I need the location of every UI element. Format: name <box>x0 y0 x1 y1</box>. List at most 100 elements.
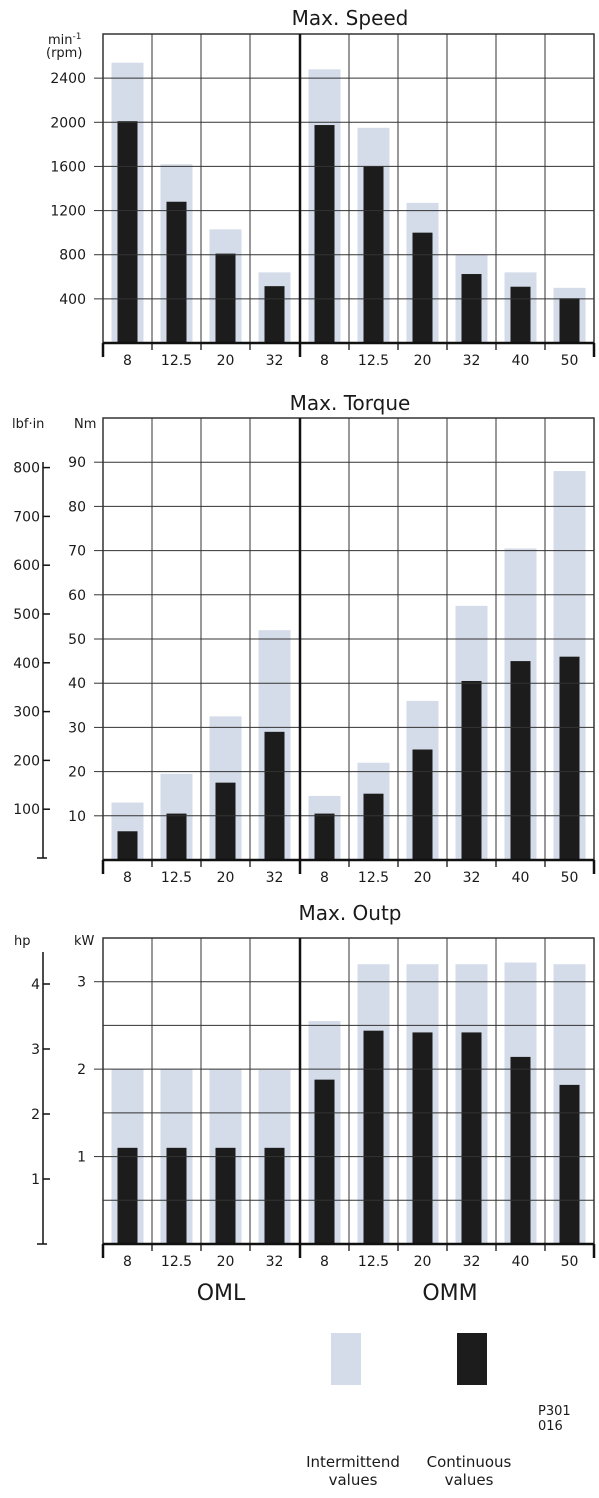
x-tick-label: 32 <box>266 870 284 886</box>
y-axis-unit-label-2: kW <box>74 934 95 949</box>
bar-continuous-OMM-40 <box>510 1056 531 1244</box>
y-tick-label: 400 <box>59 292 86 308</box>
bar-continuous-OMM-8 <box>314 1079 335 1244</box>
bar-continuous-OML-20 <box>215 253 236 343</box>
secondary-tick-label: 3 <box>31 1042 40 1058</box>
x-tick-label: 20 <box>217 870 235 886</box>
secondary-tick-label: 400 <box>13 656 40 672</box>
secondary-tick-label: 300 <box>13 705 40 721</box>
x-tick-label: 20 <box>414 870 432 886</box>
bar-continuous-OMM-20 <box>412 749 433 860</box>
legend-intermittent-line2: values <box>328 1471 378 1489</box>
bar-continuous-OMM-8 <box>314 813 335 860</box>
x-tick-label: 8 <box>320 1254 329 1270</box>
y-tick-label: 10 <box>68 809 86 825</box>
y-tick-label: 2000 <box>50 115 86 131</box>
x-tick-label: 20 <box>217 1254 235 1270</box>
y-tick-label: 20 <box>68 765 86 781</box>
y-tick-label: 1600 <box>50 159 86 175</box>
x-tick-label: 8 <box>320 353 329 369</box>
bar-continuous-OMM-40 <box>510 286 531 343</box>
legend-swatch-continuous <box>457 1333 487 1385</box>
y-axis-unit-label-1: Nm <box>74 417 96 432</box>
x-tick-label: 12.5 <box>161 1254 192 1270</box>
secondary-tick-label: 700 <box>13 509 40 525</box>
bar-continuous-OMM-12.5 <box>363 793 384 860</box>
bar-continuous-OMM-50 <box>559 1084 580 1244</box>
x-tick-label: 8 <box>123 870 132 886</box>
y-tick-label: 1200 <box>50 204 86 220</box>
bar-continuous-OMM-32 <box>461 274 482 343</box>
x-tick-label: 12.5 <box>358 353 389 369</box>
legend-intermittent-line1: Intermittend <box>306 1453 400 1471</box>
x-tick-label: 50 <box>561 353 579 369</box>
x-tick-label: 50 <box>561 870 579 886</box>
bar-continuous-OML-32 <box>264 731 285 860</box>
bar-continuous-OMM-12.5 <box>363 1030 384 1244</box>
x-tick-label: 8 <box>123 353 132 369</box>
bar-continuous-OML-8 <box>117 121 138 343</box>
y-tick-label: 3 <box>77 975 86 991</box>
y-tick-label: 1 <box>77 1150 86 1166</box>
bar-continuous-OMM-20 <box>412 1032 433 1244</box>
bar-continuous-OML-32 <box>264 1147 285 1244</box>
x-tick-label: 8 <box>123 1254 132 1270</box>
y-tick-label: 70 <box>68 544 86 560</box>
group-label-omm: OMM <box>422 1281 477 1306</box>
y-axis-unit-label: min-1 <box>48 32 82 48</box>
x-tick-label: 20 <box>414 1254 432 1270</box>
secondary-axis-unit-label-1: lbf·in <box>12 417 44 432</box>
bar-continuous-OML-12.5 <box>166 1147 187 1244</box>
x-tick-label: 12.5 <box>161 353 192 369</box>
bar-continuous-OML-20 <box>215 1147 236 1244</box>
bar-continuous-OML-12.5 <box>166 201 187 343</box>
legend-swatch-intermittent <box>331 1333 361 1385</box>
bar-continuous-OML-12.5 <box>166 813 187 860</box>
x-tick-label: 50 <box>561 1254 579 1270</box>
secondary-tick-label: 500 <box>13 607 40 623</box>
y-axis-unit-label-2: (rpm) <box>46 46 82 61</box>
y-tick-label: 2 <box>77 1062 86 1078</box>
x-tick-label: 40 <box>512 353 530 369</box>
y-tick-label: 50 <box>68 632 86 648</box>
x-tick-label: 12.5 <box>161 870 192 886</box>
secondary-axis-unit-label-2: hp <box>14 934 31 949</box>
bar-continuous-OMM-32 <box>461 680 482 860</box>
secondary-tick-label: 800 <box>13 461 40 477</box>
bar-continuous-OMM-40 <box>510 661 531 860</box>
x-tick-label: 20 <box>217 353 235 369</box>
y-tick-label: 80 <box>68 499 86 515</box>
bar-continuous-OMM-50 <box>559 298 580 343</box>
x-tick-label: 32 <box>266 353 284 369</box>
group-label-oml: OML <box>197 1281 246 1306</box>
secondary-tick-label: 1 <box>31 1172 40 1188</box>
secondary-tick-label: 4 <box>31 977 40 993</box>
secondary-tick-label: 200 <box>13 753 40 769</box>
figure-code: P301 016 <box>538 1404 571 1434</box>
y-tick-label: 800 <box>59 248 86 264</box>
y-tick-label: 60 <box>68 588 86 604</box>
secondary-tick-label: 100 <box>13 802 40 818</box>
x-tick-label: 40 <box>512 870 530 886</box>
bar-continuous-OML-20 <box>215 782 236 860</box>
chart-title-0: Max. Speed <box>292 6 409 30</box>
y-tick-label: 90 <box>68 455 86 471</box>
legend-label-continuous: Continuous values <box>414 1453 524 1489</box>
y-tick-label: 30 <box>68 720 86 736</box>
chart-title-1: Max. Torque <box>290 391 411 415</box>
secondary-tick-label: 600 <box>13 558 40 574</box>
x-tick-label: 32 <box>463 353 481 369</box>
bar-continuous-OMM-50 <box>559 656 580 860</box>
x-tick-label: 40 <box>512 1254 530 1270</box>
bar-continuous-OML-8 <box>117 831 138 860</box>
bar-continuous-OMM-8 <box>314 125 335 343</box>
x-tick-label: 32 <box>266 1254 284 1270</box>
bar-continuous-OML-32 <box>264 286 285 343</box>
x-tick-label: 12.5 <box>358 1254 389 1270</box>
legend-label-intermittent: Intermittend values <box>293 1453 413 1489</box>
x-tick-label: 32 <box>463 870 481 886</box>
chart-title-2: Max. Outp <box>298 901 401 925</box>
bar-continuous-OMM-32 <box>461 1032 482 1244</box>
bar-continuous-OML-8 <box>117 1147 138 1244</box>
